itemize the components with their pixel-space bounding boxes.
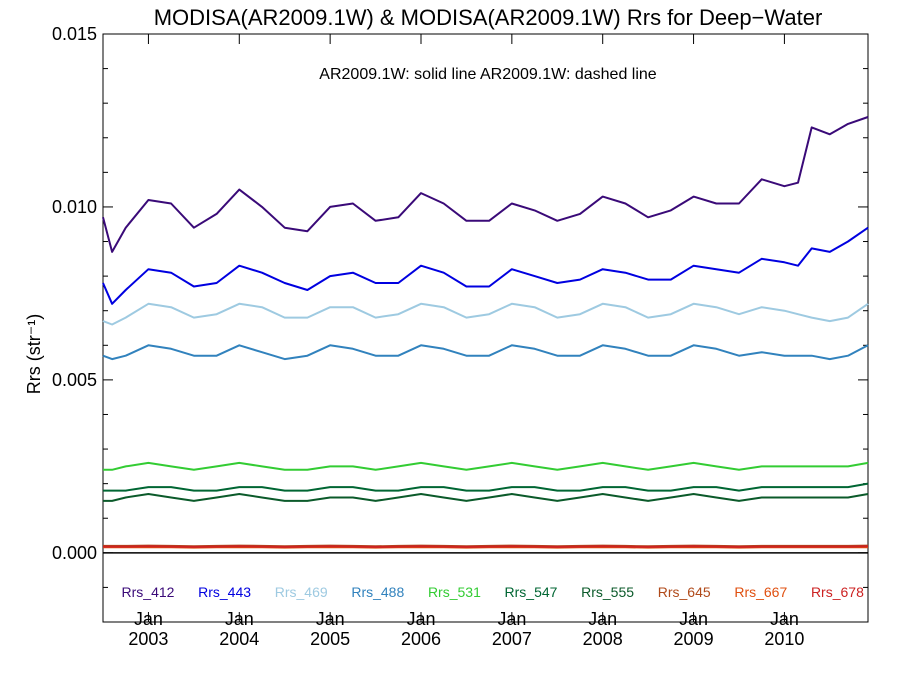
x-tick-label-year: 2006 xyxy=(401,629,441,649)
chart-annotation: AR2009.1W: solid line AR2009.1W: dashed … xyxy=(319,66,657,83)
x-tick-label-month: Jan xyxy=(679,609,708,629)
y-tick-label: 0.015 xyxy=(52,24,97,44)
plot-area: 0.0000.0050.0100.015Jan2003Jan2004Jan200… xyxy=(52,24,869,649)
x-tick-label-year: 2004 xyxy=(219,629,259,649)
y-axis-label: Rrs (str⁻¹) xyxy=(24,314,44,394)
legend-entry: Rrs_678 xyxy=(811,584,864,600)
x-tick-label-month: Jan xyxy=(406,609,435,629)
x-tick-label-year: 2007 xyxy=(492,629,532,649)
legend-entry: Rrs_555 xyxy=(581,584,634,600)
series-line-rrs-531 xyxy=(103,461,869,471)
x-tick-label-year: 2005 xyxy=(310,629,350,649)
legend-entry: Rrs_531 xyxy=(428,584,481,600)
legend-entry: Rrs_412 xyxy=(122,584,175,600)
x-tick-label-month: Jan xyxy=(588,609,617,629)
legend-entry: Rrs_488 xyxy=(351,584,404,600)
legend-entry: Rrs_667 xyxy=(734,584,787,600)
x-tick-label-month: Jan xyxy=(770,609,799,629)
x-tick-label-year: 2010 xyxy=(764,629,804,649)
series-line-rrs-443 xyxy=(102,226,869,305)
legend-entry: Rrs_469 xyxy=(275,584,328,600)
legend-entry: Rrs_443 xyxy=(198,584,251,600)
y-tick-label: 0.010 xyxy=(52,197,97,217)
y-tick-label: 0.000 xyxy=(52,543,97,563)
x-tick-label-year: 2009 xyxy=(674,629,714,649)
series-line-rrs-547 xyxy=(103,482,869,492)
legend-entry: Rrs_547 xyxy=(505,584,558,600)
x-tick-label-month: Jan xyxy=(134,609,163,629)
x-tick-label-year: 2003 xyxy=(128,629,168,649)
series-line-rrs-555 xyxy=(103,493,869,502)
x-tick-label-month: Jan xyxy=(497,609,526,629)
series-line-rrs-412 xyxy=(102,116,869,253)
series-line-rrs-678 xyxy=(103,545,869,548)
series-line-rrs-469 xyxy=(102,302,869,326)
series-line-rrs-488 xyxy=(102,344,869,361)
plot-frame xyxy=(102,33,869,623)
x-tick-label-month: Jan xyxy=(316,609,345,629)
legend-entry: Rrs_645 xyxy=(658,584,711,600)
x-tick-label-month: Jan xyxy=(225,609,254,629)
x-tick-label-year: 2008 xyxy=(583,629,623,649)
y-tick-label: 0.005 xyxy=(52,370,97,390)
chart-title: MODISA(AR2009.1W) & MODISA(AR2009.1W) Rr… xyxy=(154,5,823,30)
